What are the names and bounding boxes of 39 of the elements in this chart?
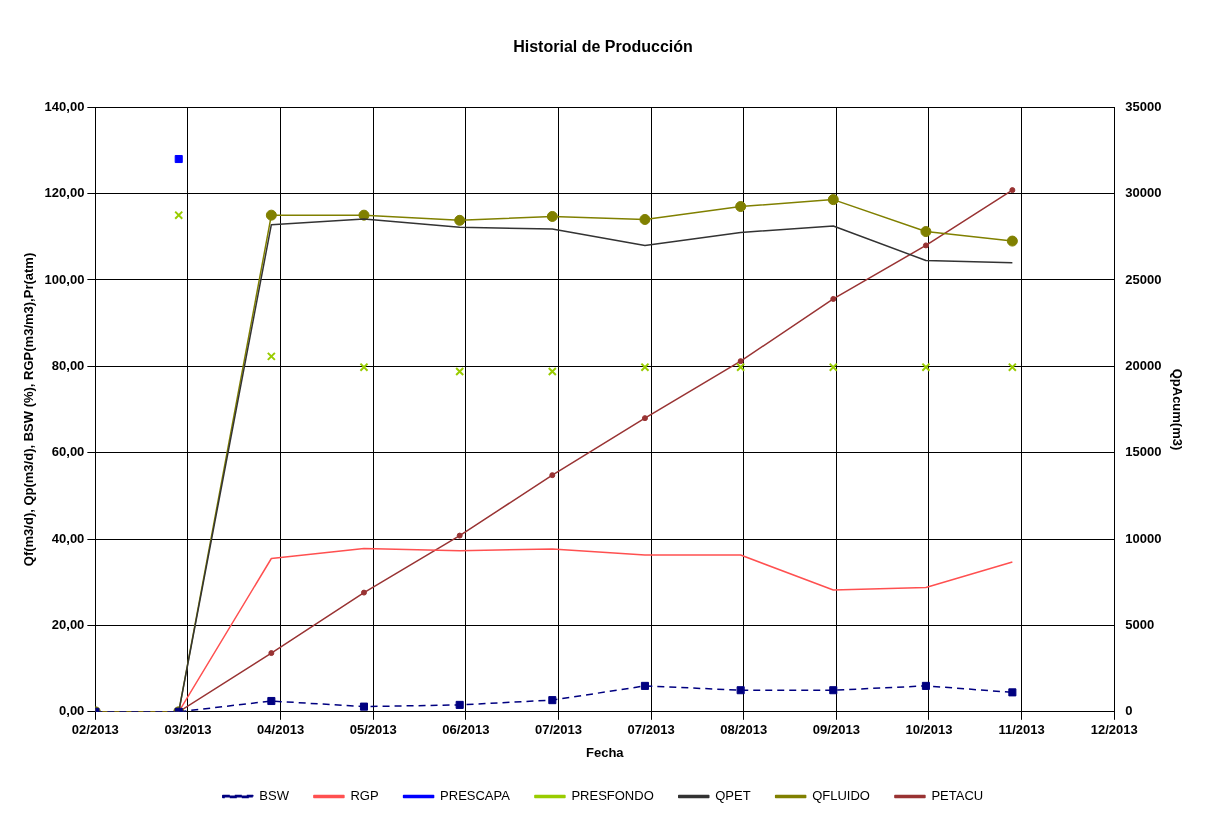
y-tick-label: 0,00 [59,703,85,719]
y2-tick-label: 0 [1125,703,1133,719]
legend-label: PETACU [931,788,984,804]
x-tick-label: 03/2013 [164,722,212,738]
legend-label: PRESFONDO [571,788,654,804]
x-tick-label: 05/2013 [349,722,397,738]
y2-tick-label: 5000 [1125,617,1155,633]
y-tick-label: 80,00 [51,357,85,373]
y-tick-label: 140,00 [44,98,85,114]
x-tick-label: 07/2013 [534,722,582,738]
y2-axis-title: QpAcum(m3) [1169,368,1185,451]
y-tick-label: 40,00 [51,530,85,546]
legend-label: QFLUIDO [812,788,870,804]
y-axis-title: Qf(m3/d), Qp(m3/d), BSW (%), RGP(m3/m3),Pr(atm) [21,252,37,567]
legend-label: BSW [259,788,290,804]
x-tick-label: 09/2013 [812,722,860,738]
x-tick-label: 02/2013 [71,722,119,738]
x-tick-label: 11/2013 [998,722,1045,738]
y-tick-label: 60,00 [51,444,85,460]
y-tick-label: 120,00 [44,185,85,201]
x-axis-title: Fecha [586,744,625,760]
legend-label: PRESCAPA [440,788,511,804]
x-tick-label: 08/2013 [720,722,768,738]
legend-label: QPET [715,788,751,804]
y2-tick-label: 25000 [1125,271,1162,287]
y2-tick-label: 30000 [1125,185,1162,201]
chart-title: Historial de Producción [513,38,693,56]
x-tick-label: 12/2013 [1090,722,1138,738]
y-tick-label: 20,00 [51,617,85,633]
legend-label: RGP [350,788,379,804]
y2-tick-label: 35000 [1125,98,1162,114]
y2-tick-label: 10000 [1125,530,1162,546]
y2-tick-label: 20000 [1125,357,1162,373]
x-tick-label: 06/2013 [442,722,490,738]
y2-tick-label: 15000 [1125,444,1162,460]
y-tick-label: 100,00 [44,271,85,287]
x-tick-label: 10/2013 [905,722,953,738]
x-tick-label: 04/2013 [257,722,305,738]
x-tick-label: 07/2013 [627,722,675,738]
